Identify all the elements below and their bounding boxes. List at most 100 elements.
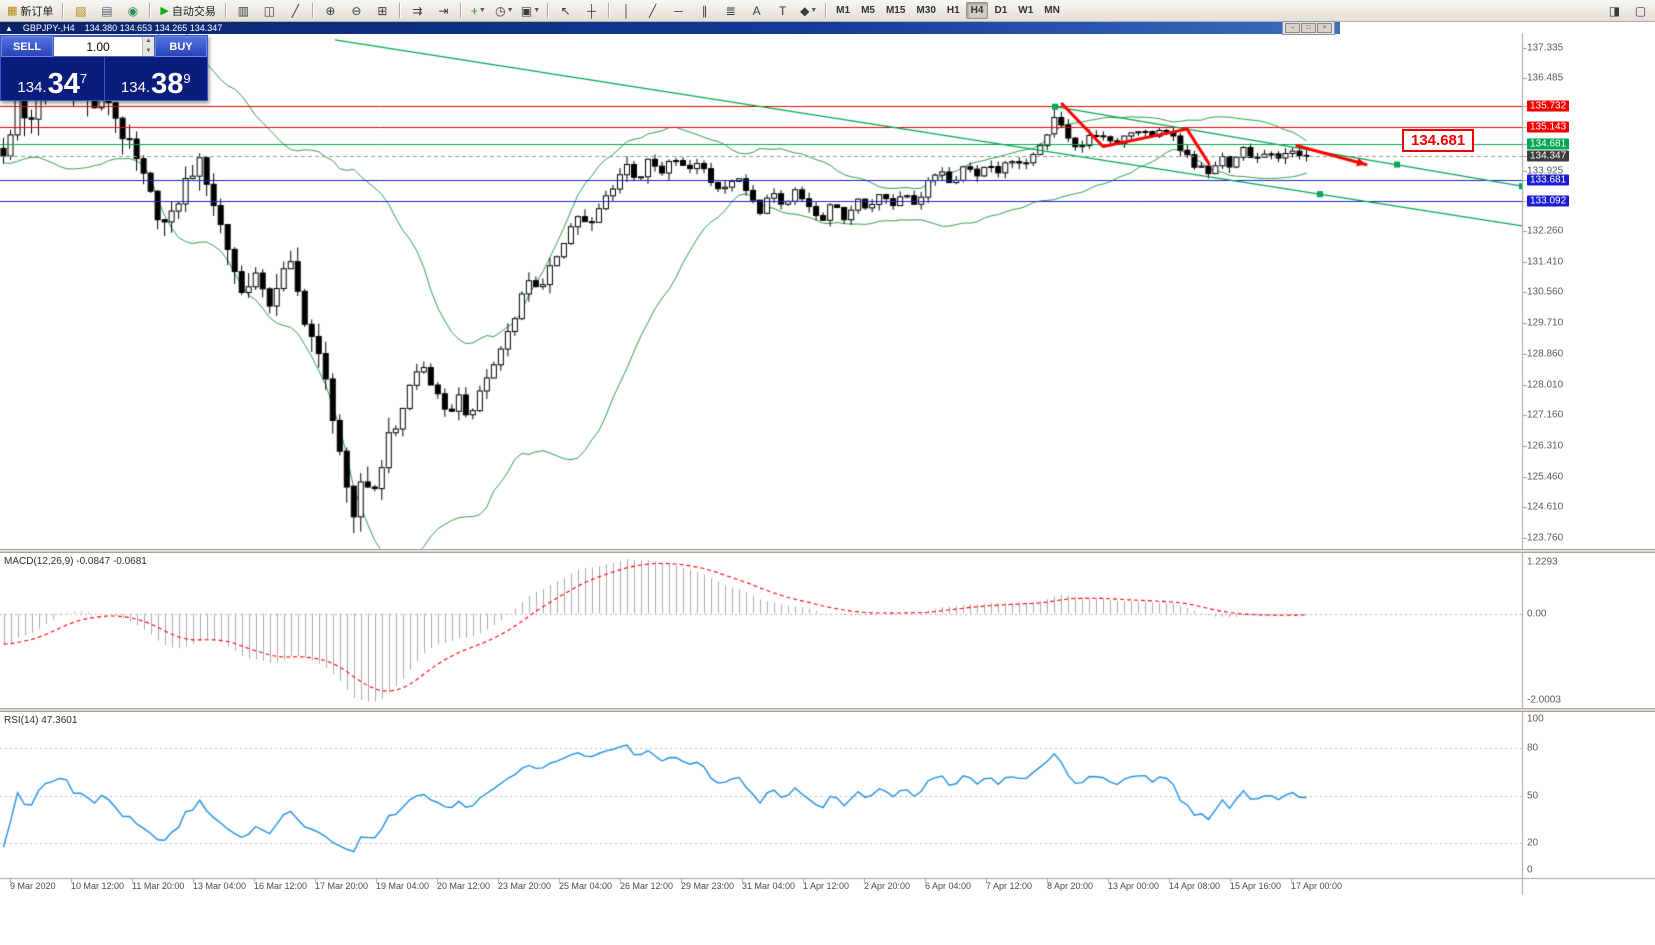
price-axis-label: 123.760 (1527, 532, 1564, 544)
periods-icon: ◷ (495, 3, 506, 18)
new-chart-icon[interactable]: ▧ (68, 0, 93, 21)
price-axis-label: 133.925 (1527, 165, 1564, 177)
panel-splitter-rsi[interactable] (0, 708, 1655, 712)
window-controls: – □ × (1282, 21, 1335, 35)
candlestick-chart-icon[interactable]: ◫ (257, 0, 282, 21)
line-chart-icon: ╱ (291, 3, 299, 18)
one-click-collapse-icon[interactable]: ▲ (5, 23, 13, 33)
buy-price-sup: 9 (183, 71, 191, 86)
horizontal-line-icon[interactable]: ─ (666, 0, 691, 21)
cursor-icon: ↖ (560, 3, 571, 18)
timeframe-h4[interactable]: H4 (965, 2, 989, 19)
arrows-icon[interactable]: ◆ ▼ (796, 0, 821, 21)
buy-button[interactable]: BUY (155, 36, 207, 57)
minimize-button[interactable]: – (1285, 23, 1300, 33)
zoom-in-icon: ⊕ (325, 3, 336, 18)
chevron-down-icon: ▼ (478, 7, 486, 14)
sell-price-big: 34 (47, 68, 80, 101)
timeframe-m30[interactable]: M30 (916, 5, 936, 16)
volume-input[interactable] (54, 37, 142, 56)
text-label-icon: T (778, 3, 787, 18)
toolbar-separator (547, 3, 550, 18)
time-axis-label: 15 Apr 16:00 (1230, 881, 1282, 891)
line-chart-icon[interactable]: ╱ (283, 0, 308, 21)
price-axis-label: 133.092 (1527, 195, 1570, 207)
price-axis-label: 131.410 (1527, 256, 1564, 268)
timeframe-m15[interactable]: M15 (885, 5, 906, 16)
time-axis-label: 10 Mar 12:00 (71, 881, 125, 891)
toolbar-separator (311, 3, 314, 18)
vertical-line-icon[interactable]: │ (614, 0, 639, 21)
text-label-icon[interactable]: T (770, 0, 795, 21)
templates-icon: ▣ (520, 3, 533, 18)
price-axis-label: 126.310 (1527, 440, 1564, 452)
restore-button[interactable]: □ (1301, 23, 1316, 33)
volume-down-button[interactable]: ▼ (143, 46, 154, 56)
timeframe-h1[interactable]: H1 (946, 5, 960, 16)
zoom-in-icon[interactable]: ⊕ (318, 0, 343, 21)
timeframe-w1[interactable]: W1 (1018, 5, 1034, 16)
time-axis-label: 13 Mar 04:00 (193, 881, 247, 891)
timeframe-m5[interactable]: M5 (861, 5, 875, 16)
time-axis-label: 14 Apr 08:00 (1169, 881, 1221, 891)
profiles-icon[interactable]: ▤ (94, 0, 119, 21)
cursor-icon[interactable]: ↖ (553, 0, 578, 21)
volume-up-button[interactable]: ▲ (143, 37, 154, 47)
templates-icon[interactable]: ▣ ▼ (518, 0, 543, 21)
price-axis-label: 128.860 (1527, 348, 1564, 360)
auto-scroll-icon[interactable]: ⇉ (405, 0, 430, 21)
text-icon[interactable]: A (744, 0, 769, 21)
time-axis-label: 2 Apr 20:00 (864, 881, 911, 891)
toolbar-separator (459, 3, 462, 18)
chevron-down-icon: ▼ (506, 7, 514, 14)
timeframe-m1[interactable]: M1 (836, 5, 851, 16)
trendline-icon: ╱ (649, 3, 657, 18)
zoom-out-icon[interactable]: ⊖ (344, 0, 369, 21)
sell-price[interactable]: 134. 34 7 (1, 57, 104, 100)
timeframe-d1[interactable]: D1 (994, 5, 1008, 16)
indicators-icon: + (470, 3, 478, 18)
window-tile-icon[interactable]: ▢ (1628, 0, 1653, 21)
autotrading-button[interactable]: ▶ 自动交易 (160, 5, 216, 18)
market-watch-icon: ◉ (127, 3, 139, 18)
new-order-button[interactable]: ▦ 新订单 (7, 5, 54, 18)
periods-icon[interactable]: ◷ ▼ (492, 0, 517, 21)
timeframe-mn[interactable]: MN (1044, 5, 1060, 16)
one-click-trading-panel: SELL ▲ ▼ BUY 134.347 134.389 (0, 35, 208, 101)
toolbar-separator (825, 3, 828, 18)
candlestick-chart-icon: ◫ (263, 3, 276, 18)
buy-price-big: 38 (151, 68, 184, 101)
sell-button[interactable]: SELL (1, 36, 53, 57)
bar-chart-icon[interactable]: ▥ (231, 0, 256, 21)
close-button[interactable]: × (1317, 23, 1332, 33)
time-axis-label: 19 Mar 04:00 (376, 881, 430, 891)
chevron-down-icon: ▼ (533, 7, 541, 14)
tile-windows-icon[interactable]: ⊞ (370, 0, 395, 21)
zoom-out-icon: ⊖ (351, 3, 362, 18)
horizontal-line-icon: ─ (674, 3, 683, 18)
auto-scroll-icon: ⇉ (412, 3, 423, 18)
buy-price[interactable]: 134. 38 9 (103, 57, 208, 101)
crosshair-icon[interactable]: ┼ (579, 0, 604, 21)
time-axis-label: 8 Apr 20:00 (1047, 881, 1094, 891)
price-axis-label: 136.485 (1527, 72, 1564, 84)
trendline-icon[interactable]: ╱ (640, 0, 665, 21)
time-axis-label: 17 Mar 20:00 (315, 881, 369, 891)
price-axis-label: 124.610 (1527, 501, 1564, 513)
price-annotation-label[interactable]: 134.681 (1402, 129, 1475, 152)
time-axis-label: 16 Mar 12:00 (254, 881, 308, 891)
panel-splitter-macd[interactable] (0, 549, 1655, 553)
window-cascade-icon[interactable]: ◨ (1602, 0, 1627, 21)
fibonacci-icon[interactable]: ≣ (718, 0, 743, 21)
toolbar-separator (224, 3, 227, 18)
equidistant-channel-icon[interactable]: ∥ (692, 0, 717, 21)
chart-title: GBPJPY-,H4 (22, 23, 75, 33)
window-tile-icon: ▢ (1634, 3, 1647, 18)
price-axis-label: 125.460 (1527, 471, 1564, 483)
market-watch-icon[interactable]: ◉ (120, 0, 145, 21)
new-chart-icon: ▧ (75, 3, 87, 18)
indicators-icon[interactable]: + ▼ (466, 0, 491, 21)
chart-shift-icon[interactable]: ⇥ (431, 0, 456, 21)
price-axis-label: 127.160 (1527, 409, 1564, 421)
